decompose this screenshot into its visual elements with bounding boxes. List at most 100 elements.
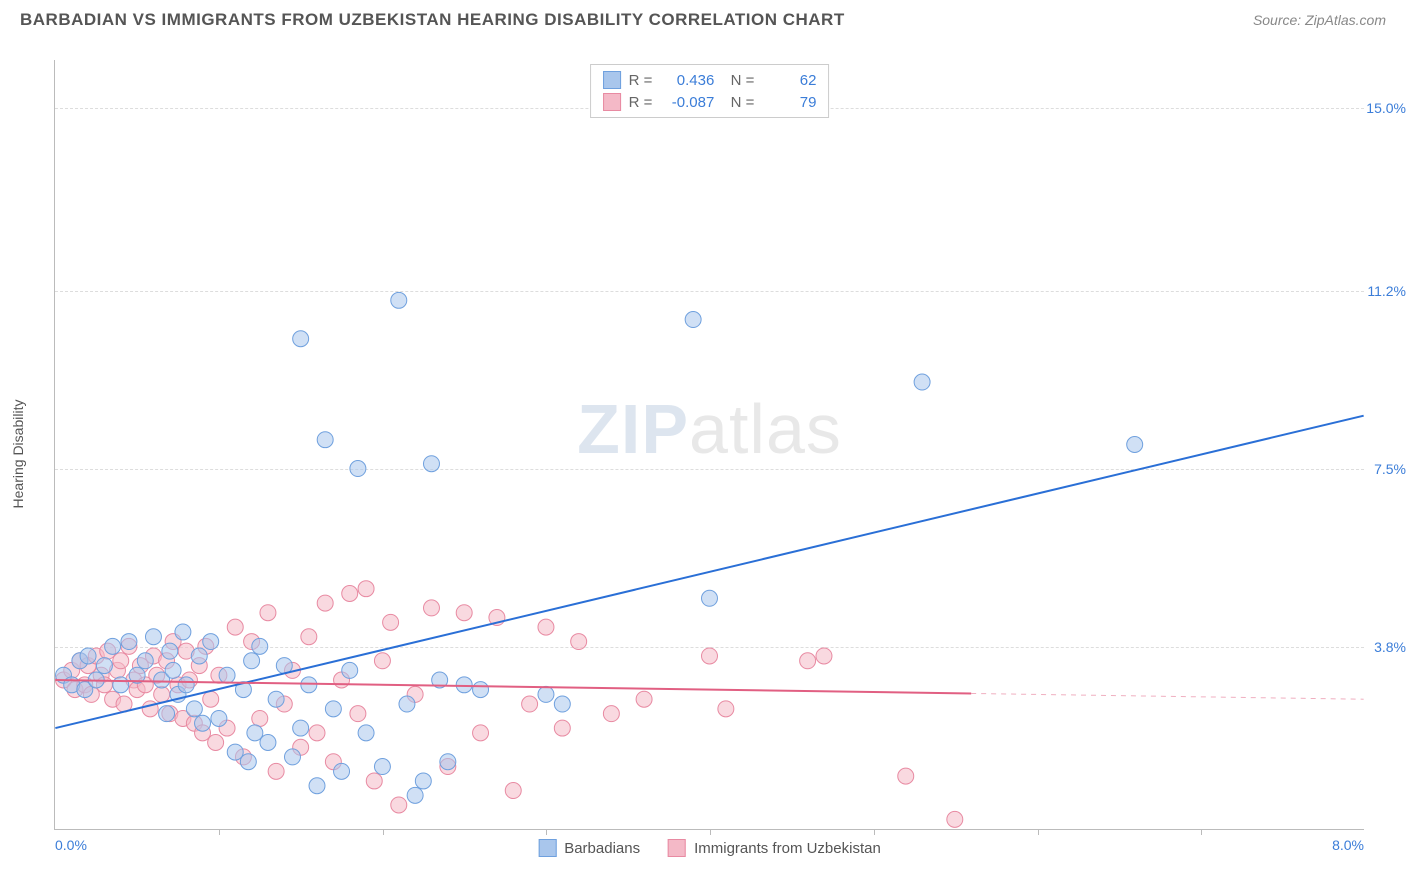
data-point bbox=[522, 696, 538, 712]
data-point bbox=[374, 759, 390, 775]
data-point bbox=[554, 720, 570, 736]
header: BARBADIAN VS IMMIGRANTS FROM UZBEKISTAN … bbox=[0, 0, 1406, 30]
data-point bbox=[383, 614, 399, 630]
data-point bbox=[145, 629, 161, 645]
data-point bbox=[800, 653, 816, 669]
x-axis-min: 0.0% bbox=[55, 837, 87, 853]
data-point bbox=[301, 629, 317, 645]
data-point bbox=[165, 662, 181, 678]
data-point bbox=[947, 811, 963, 827]
legend-row: R = 0.436 N = 62 bbox=[603, 69, 817, 91]
y-tick-label: 11.2% bbox=[1367, 283, 1406, 299]
regression-line bbox=[55, 416, 1363, 728]
data-point bbox=[391, 292, 407, 308]
data-point bbox=[162, 643, 178, 659]
n-label: N = bbox=[722, 72, 754, 89]
data-point bbox=[268, 763, 284, 779]
data-point bbox=[374, 653, 390, 669]
data-point bbox=[702, 648, 718, 664]
data-point bbox=[247, 725, 263, 741]
data-point bbox=[260, 734, 276, 750]
swatch-icon bbox=[603, 71, 621, 89]
data-point bbox=[898, 768, 914, 784]
data-point bbox=[96, 658, 112, 674]
data-point bbox=[571, 634, 587, 650]
data-point bbox=[301, 677, 317, 693]
data-point bbox=[473, 682, 489, 698]
data-point bbox=[456, 677, 472, 693]
data-point bbox=[105, 638, 121, 654]
legend-item: Barbadians bbox=[538, 839, 640, 857]
data-point bbox=[227, 744, 243, 760]
data-point bbox=[186, 701, 202, 717]
data-point bbox=[334, 763, 350, 779]
data-point bbox=[636, 691, 652, 707]
data-point bbox=[203, 691, 219, 707]
data-point bbox=[914, 374, 930, 390]
data-point bbox=[816, 648, 832, 664]
data-point bbox=[399, 696, 415, 712]
data-point bbox=[252, 638, 268, 654]
data-point bbox=[113, 653, 129, 669]
data-point bbox=[260, 605, 276, 621]
legend-series: Barbadians Immigrants from Uzbekistan bbox=[538, 839, 881, 857]
r-label: R = bbox=[629, 94, 653, 111]
data-point bbox=[211, 710, 227, 726]
data-point bbox=[342, 586, 358, 602]
data-point bbox=[293, 331, 309, 347]
data-point bbox=[227, 619, 243, 635]
data-point bbox=[113, 677, 129, 693]
data-point bbox=[203, 634, 219, 650]
data-point bbox=[154, 686, 170, 702]
y-tick-label: 3.8% bbox=[1374, 639, 1406, 655]
data-point bbox=[366, 773, 382, 789]
data-point bbox=[685, 312, 701, 328]
x-axis-max: 8.0% bbox=[1332, 837, 1364, 853]
data-point bbox=[702, 590, 718, 606]
data-point bbox=[195, 715, 211, 731]
data-point bbox=[191, 648, 207, 664]
data-point bbox=[268, 691, 284, 707]
y-tick-label: 15.0% bbox=[1366, 100, 1406, 116]
data-point bbox=[240, 754, 256, 770]
data-point bbox=[178, 677, 194, 693]
data-point bbox=[538, 619, 554, 635]
chart-area: ZIPatlas R = 0.436 N = 62 R = -0.087 N =… bbox=[54, 60, 1364, 830]
chart-title: BARBADIAN VS IMMIGRANTS FROM UZBEKISTAN … bbox=[20, 10, 845, 30]
legend-label: Barbadians bbox=[564, 840, 640, 857]
y-axis-title: Hearing Disability bbox=[10, 400, 26, 509]
n-label: N = bbox=[722, 94, 754, 111]
legend-label: Immigrants from Uzbekistan bbox=[694, 840, 881, 857]
data-point bbox=[121, 634, 137, 650]
swatch-icon bbox=[603, 93, 621, 111]
scatter-plot bbox=[55, 60, 1364, 829]
data-point bbox=[440, 754, 456, 770]
y-tick-label: 7.5% bbox=[1374, 461, 1406, 477]
data-point bbox=[252, 710, 268, 726]
data-point bbox=[423, 456, 439, 472]
legend-item: Immigrants from Uzbekistan bbox=[668, 839, 881, 857]
regression-line-extrapolated bbox=[971, 693, 1363, 699]
data-point bbox=[473, 725, 489, 741]
data-point bbox=[175, 624, 191, 640]
data-point bbox=[423, 600, 439, 616]
data-point bbox=[456, 605, 472, 621]
data-point bbox=[358, 581, 374, 597]
legend-correlation: R = 0.436 N = 62 R = -0.087 N = 79 bbox=[590, 64, 830, 118]
data-point bbox=[293, 720, 309, 736]
r-value: 0.436 bbox=[660, 72, 714, 89]
data-point bbox=[159, 706, 175, 722]
data-point bbox=[309, 778, 325, 794]
data-point bbox=[603, 706, 619, 722]
swatch-icon bbox=[538, 839, 556, 857]
r-value: -0.087 bbox=[660, 94, 714, 111]
data-point bbox=[391, 797, 407, 813]
data-point bbox=[358, 725, 374, 741]
data-point bbox=[284, 749, 300, 765]
legend-row: R = -0.087 N = 79 bbox=[603, 91, 817, 113]
data-point bbox=[309, 725, 325, 741]
n-value: 79 bbox=[762, 94, 816, 111]
data-point bbox=[208, 734, 224, 750]
data-point bbox=[244, 653, 260, 669]
data-point bbox=[137, 653, 153, 669]
